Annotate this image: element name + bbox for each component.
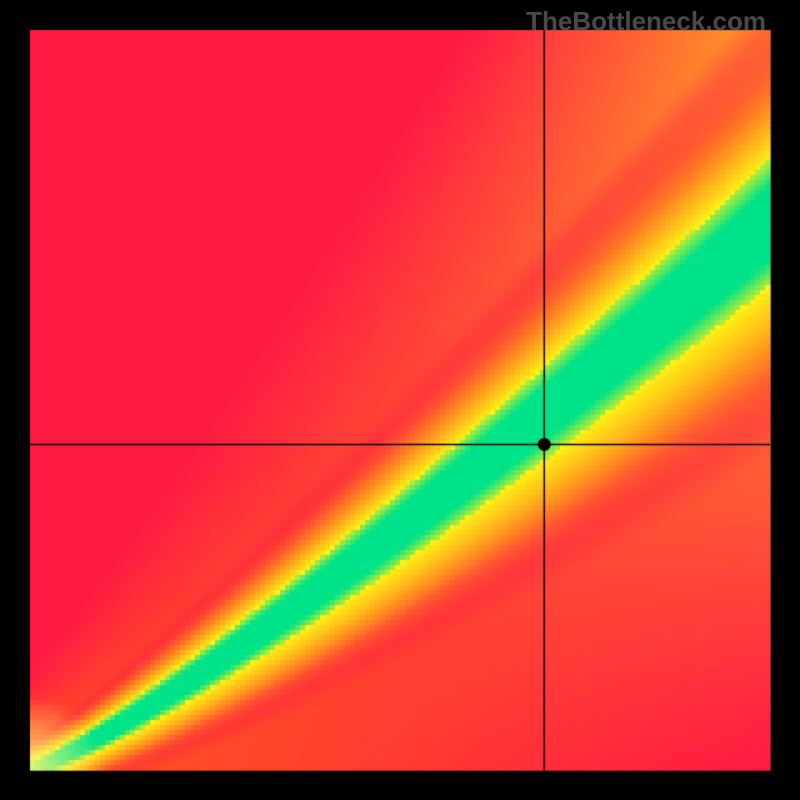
watermark-text: TheBottleneck.com	[526, 6, 766, 37]
bottleneck-heatmap	[0, 0, 800, 800]
chart-container: TheBottleneck.com	[0, 0, 800, 800]
